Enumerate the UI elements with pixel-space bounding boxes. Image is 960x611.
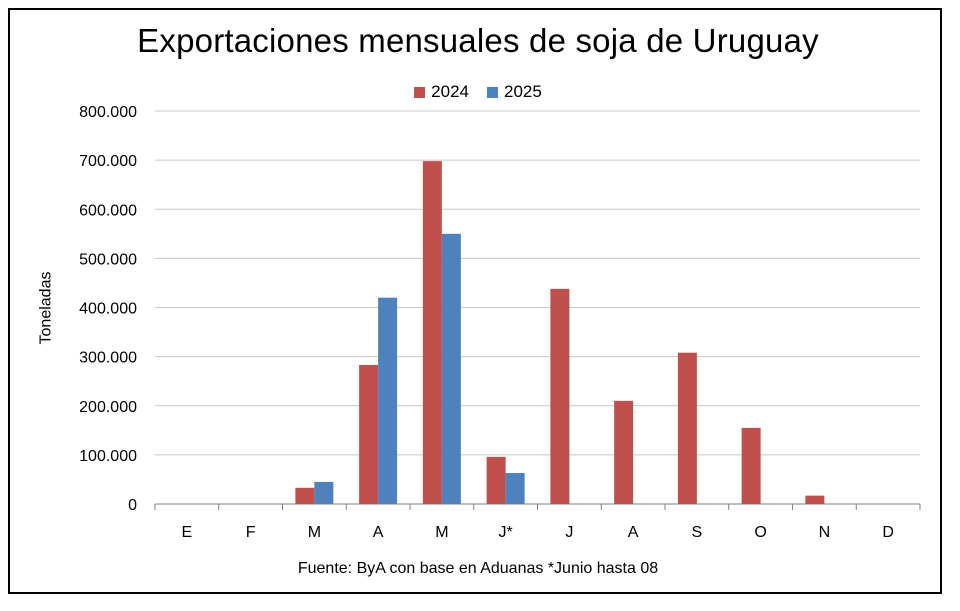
x-tick-label: A	[373, 524, 384, 541]
chart-title: Exportaciones mensuales de soja de Urugu…	[137, 22, 819, 59]
y-tick-label: 0	[128, 497, 137, 514]
bar-2024	[359, 364, 379, 504]
y-tick-label: 500.000	[79, 251, 137, 268]
y-tick-label: 700.000	[79, 153, 137, 170]
y-tick-label: 800.000	[79, 104, 137, 121]
bar-2024	[677, 352, 697, 504]
bar-2024	[422, 161, 442, 505]
y-tick-label: 600.000	[79, 202, 137, 219]
x-tick-label: S	[692, 524, 703, 541]
legend: 2024 2025	[0, 82, 956, 102]
legend-item-2024: 2024	[414, 82, 469, 102]
bar-2024	[550, 288, 570, 504]
legend-label-2025: 2025	[504, 82, 542, 101]
bar-2024	[741, 427, 761, 504]
legend-label-2024: 2024	[431, 82, 469, 101]
bar-2025	[441, 233, 461, 504]
x-tick-label: J	[565, 524, 573, 541]
bar-2025	[314, 481, 334, 504]
bar-2024	[805, 495, 825, 504]
x-tick-label: F	[246, 524, 256, 541]
x-tick-label: M	[435, 524, 448, 541]
bar-2024	[614, 400, 634, 504]
bar-2025	[378, 297, 398, 504]
legend-swatch-2024	[414, 86, 426, 98]
bar-2024	[295, 487, 315, 504]
x-tick-label: A	[628, 524, 639, 541]
x-tick-label: N	[819, 524, 831, 541]
x-tick-label: J*	[499, 524, 513, 541]
y-tick-label: 300.000	[79, 350, 137, 367]
bar-2024	[486, 456, 506, 504]
source-note: Fuente: ByA con base en Aduanas *Junio h…	[297, 560, 659, 577]
x-tick-label: O	[754, 524, 766, 541]
legend-item-2025: 2025	[487, 82, 542, 102]
chart-frame	[8, 8, 942, 594]
y-tick-label: 400.000	[79, 301, 137, 318]
x-tick-label: M	[308, 524, 321, 541]
bar-2025	[505, 473, 525, 504]
y-tick-label: 200.000	[79, 399, 137, 416]
x-tick-label: E	[182, 524, 193, 541]
y-tick-label: 100.000	[79, 448, 137, 465]
legend-swatch-2025	[487, 86, 498, 98]
x-tick-label: D	[882, 524, 894, 541]
